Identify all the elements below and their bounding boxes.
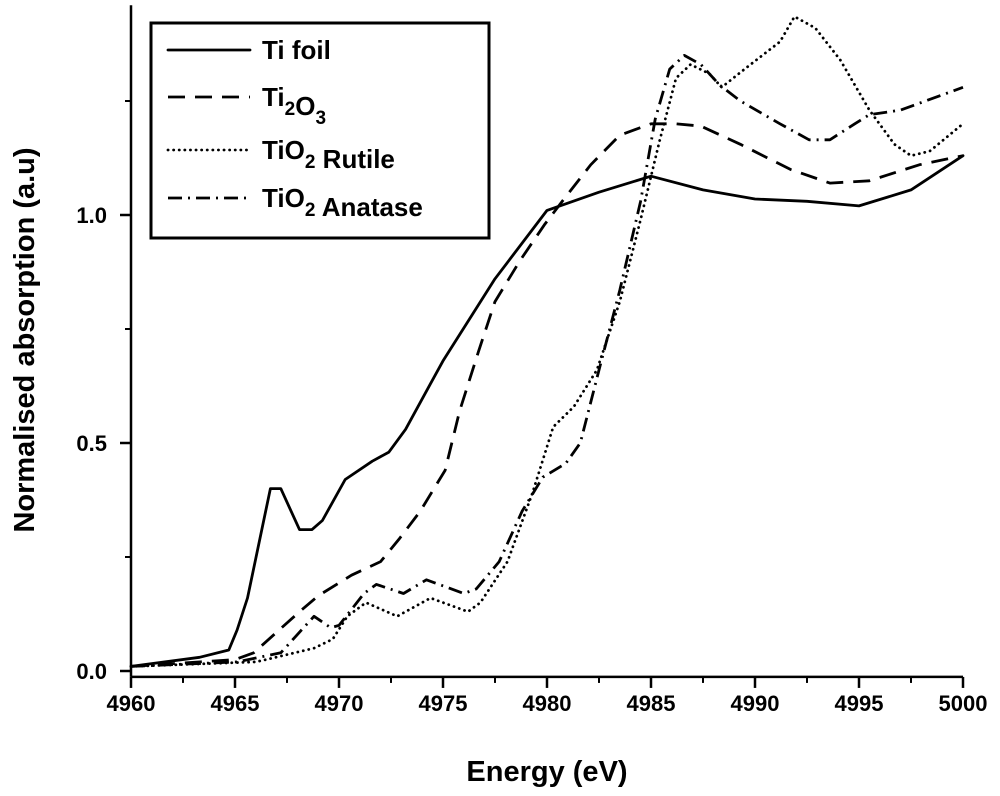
x-tick-label: 4990 <box>731 691 780 716</box>
series-line-ti2o3 <box>130 122 964 668</box>
legend-item-ti-foil: Ti foil <box>166 35 331 65</box>
legend-label-text: Rutile <box>315 144 394 174</box>
legend-label: Ti foil <box>262 35 331 65</box>
y-axis-title: Normalised absorption (a.u) <box>9 147 41 532</box>
x-tick-label: 4960 <box>107 691 156 716</box>
legend-label-text: TiO <box>262 135 305 165</box>
legend-label-text: TiO <box>262 183 305 213</box>
legend-item-ti2o3: Ti2O3 <box>168 82 326 129</box>
legend-label-subscript: 2 <box>305 152 316 173</box>
y-tick-label: 0.0 <box>76 659 107 684</box>
legend-label-subscript: 2 <box>305 200 316 221</box>
x-tick-label: 4970 <box>315 691 364 716</box>
axes: 4960 4965 4970 4975 4980 4985 4990 4995 5000 0.0 0… <box>76 5 987 716</box>
legend-label: Ti2O3 <box>262 82 326 129</box>
legend-item-tio2-anatase: TiO2 Anatase <box>168 183 423 222</box>
legend-label: TiO2 Rutile <box>262 135 395 174</box>
x-tick-label: 4980 <box>523 691 572 716</box>
x-tick-label: 4995 <box>835 691 884 716</box>
x-tick-label: 4985 <box>627 691 676 716</box>
legend-item-tio2-rutile: TiO2 Rutile <box>166 135 395 174</box>
x-tick-label: 4965 <box>211 691 260 716</box>
x-tick-label: 4975 <box>419 691 468 716</box>
legend-label-subscript: 3 <box>315 108 326 129</box>
x-tick-label: 5000 <box>939 691 988 716</box>
series-line-tio2-rutile <box>129 15 965 668</box>
legend-label-subscript: 2 <box>285 99 296 120</box>
y-tick-label: 1.0 <box>76 203 107 228</box>
legend-box <box>149 21 491 240</box>
legend-label-text: Ti <box>262 82 285 112</box>
legend-label-text: O <box>295 91 315 121</box>
series-line-ti-foil <box>129 154 965 668</box>
series-line-tio2-anatase <box>130 54 964 668</box>
series-lines <box>129 15 965 668</box>
y-tick-label: 0.5 <box>76 431 107 456</box>
legend-label-text: Ti foil <box>262 35 331 65</box>
legend-label: TiO2 Anatase <box>262 183 423 222</box>
legend-label-text: Anatase <box>315 192 422 222</box>
x-axis-title: Energy (eV) <box>466 756 627 788</box>
